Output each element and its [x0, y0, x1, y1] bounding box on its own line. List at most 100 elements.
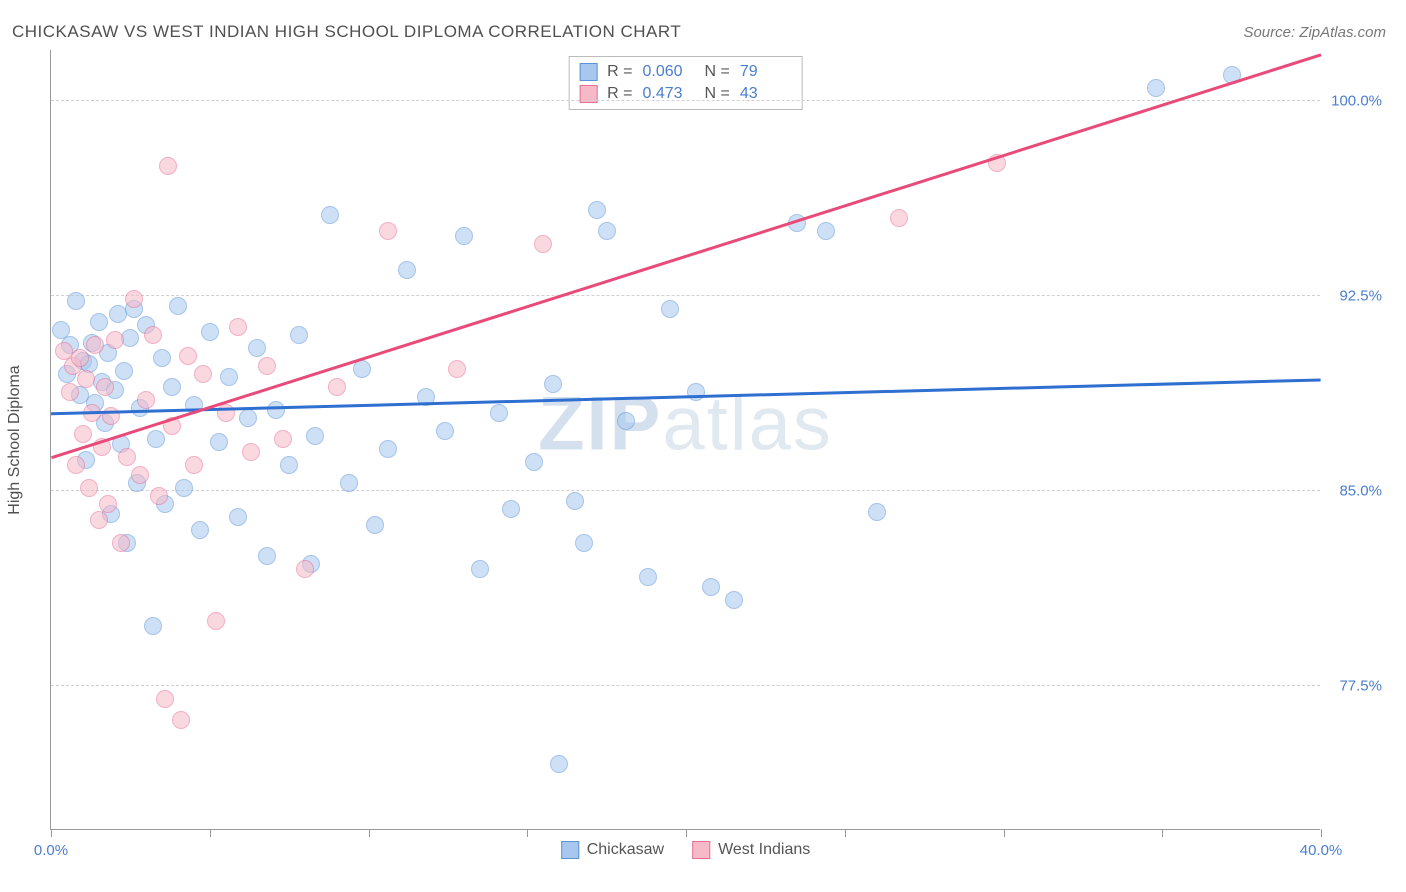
data-point [207, 612, 225, 630]
data-point [169, 297, 187, 315]
chart-source: Source: ZipAtlas.com [1243, 24, 1386, 41]
grid-line-h [51, 490, 1320, 491]
data-point [575, 534, 593, 552]
data-point [175, 479, 193, 497]
data-point [67, 292, 85, 310]
data-point [172, 711, 190, 729]
stats-r-0: 0.060 [643, 63, 695, 81]
x-tick [845, 829, 846, 837]
data-point [131, 466, 149, 484]
data-point [77, 370, 95, 388]
data-point [125, 290, 143, 308]
data-point [121, 329, 139, 347]
data-point [471, 560, 489, 578]
data-point [115, 362, 133, 380]
data-point [144, 326, 162, 344]
data-point [67, 456, 85, 474]
data-point [90, 511, 108, 529]
data-point [99, 495, 117, 513]
stats-label-r: R = [607, 63, 632, 81]
data-point [550, 755, 568, 773]
data-point [191, 521, 209, 539]
data-point [96, 378, 114, 396]
data-point [725, 591, 743, 609]
data-point [661, 300, 679, 318]
data-point [639, 568, 657, 586]
data-point [502, 500, 520, 518]
data-point [194, 365, 212, 383]
y-tick-label: 92.5% [1339, 288, 1382, 305]
chart-header: CHICKASAW VS WEST INDIAN HIGH SCHOOL DIP… [12, 18, 1386, 46]
data-point [258, 357, 276, 375]
data-point [328, 378, 346, 396]
data-point [274, 430, 292, 448]
y-tick-label: 85.0% [1339, 483, 1382, 500]
stats-n-0: 79 [740, 63, 792, 81]
data-point [617, 412, 635, 430]
data-point [118, 448, 136, 466]
data-point [890, 209, 908, 227]
data-point [398, 261, 416, 279]
data-point [544, 375, 562, 393]
data-point [817, 222, 835, 240]
bottom-swatch-0 [561, 841, 579, 859]
watermark-bold: ZIP [538, 381, 662, 466]
data-point [74, 425, 92, 443]
data-point [598, 222, 616, 240]
data-point [90, 313, 108, 331]
data-point [1147, 79, 1165, 97]
data-point [106, 331, 124, 349]
data-point [248, 339, 266, 357]
x-tick [210, 829, 211, 837]
data-point [210, 433, 228, 451]
data-point [201, 323, 219, 341]
bottom-legend-item-0: Chickasaw [561, 841, 664, 859]
legend-swatch-0 [579, 63, 597, 81]
data-point [137, 391, 155, 409]
x-tick-label: 40.0% [1300, 842, 1343, 859]
data-point [80, 479, 98, 497]
data-point [229, 508, 247, 526]
y-tick-label: 77.5% [1339, 678, 1382, 695]
y-tick-label: 100.0% [1331, 93, 1382, 110]
x-tick [1004, 829, 1005, 837]
data-point [156, 690, 174, 708]
x-tick [51, 829, 52, 837]
x-tick [527, 829, 528, 837]
data-point [353, 360, 371, 378]
bottom-legend-item-1: West Indians [692, 841, 810, 859]
data-point [112, 534, 130, 552]
data-point [436, 422, 454, 440]
data-point [153, 349, 171, 367]
data-point [150, 487, 168, 505]
data-point [534, 235, 552, 253]
x-tick [1162, 829, 1163, 837]
data-point [868, 503, 886, 521]
data-point [61, 383, 79, 401]
plot-area: High School Diploma ZIPatlas R = 0.060 N… [50, 50, 1320, 830]
stats-row-1: R = 0.473 N = 43 [579, 83, 792, 105]
data-point [258, 547, 276, 565]
data-point [102, 407, 120, 425]
data-point [687, 383, 705, 401]
data-point [379, 222, 397, 240]
data-point [144, 617, 162, 635]
stats-label-n: N = [705, 63, 730, 81]
data-point [340, 474, 358, 492]
x-tick [686, 829, 687, 837]
x-tick [369, 829, 370, 837]
bottom-legend-label-1: West Indians [718, 841, 810, 859]
data-point [147, 430, 165, 448]
bottom-legend: Chickasaw West Indians [561, 841, 811, 859]
data-point [588, 201, 606, 219]
data-point [366, 516, 384, 534]
y-axis-label: High School Diploma [6, 365, 24, 514]
data-point [490, 404, 508, 422]
bottom-legend-label-0: Chickasaw [587, 841, 664, 859]
x-tick [1321, 829, 1322, 837]
stats-legend: R = 0.060 N = 79 R = 0.473 N = 43 [568, 56, 803, 110]
data-point [242, 443, 260, 461]
data-point [321, 206, 339, 224]
x-tick-label: 0.0% [34, 842, 68, 859]
grid-line-h [51, 100, 1320, 101]
